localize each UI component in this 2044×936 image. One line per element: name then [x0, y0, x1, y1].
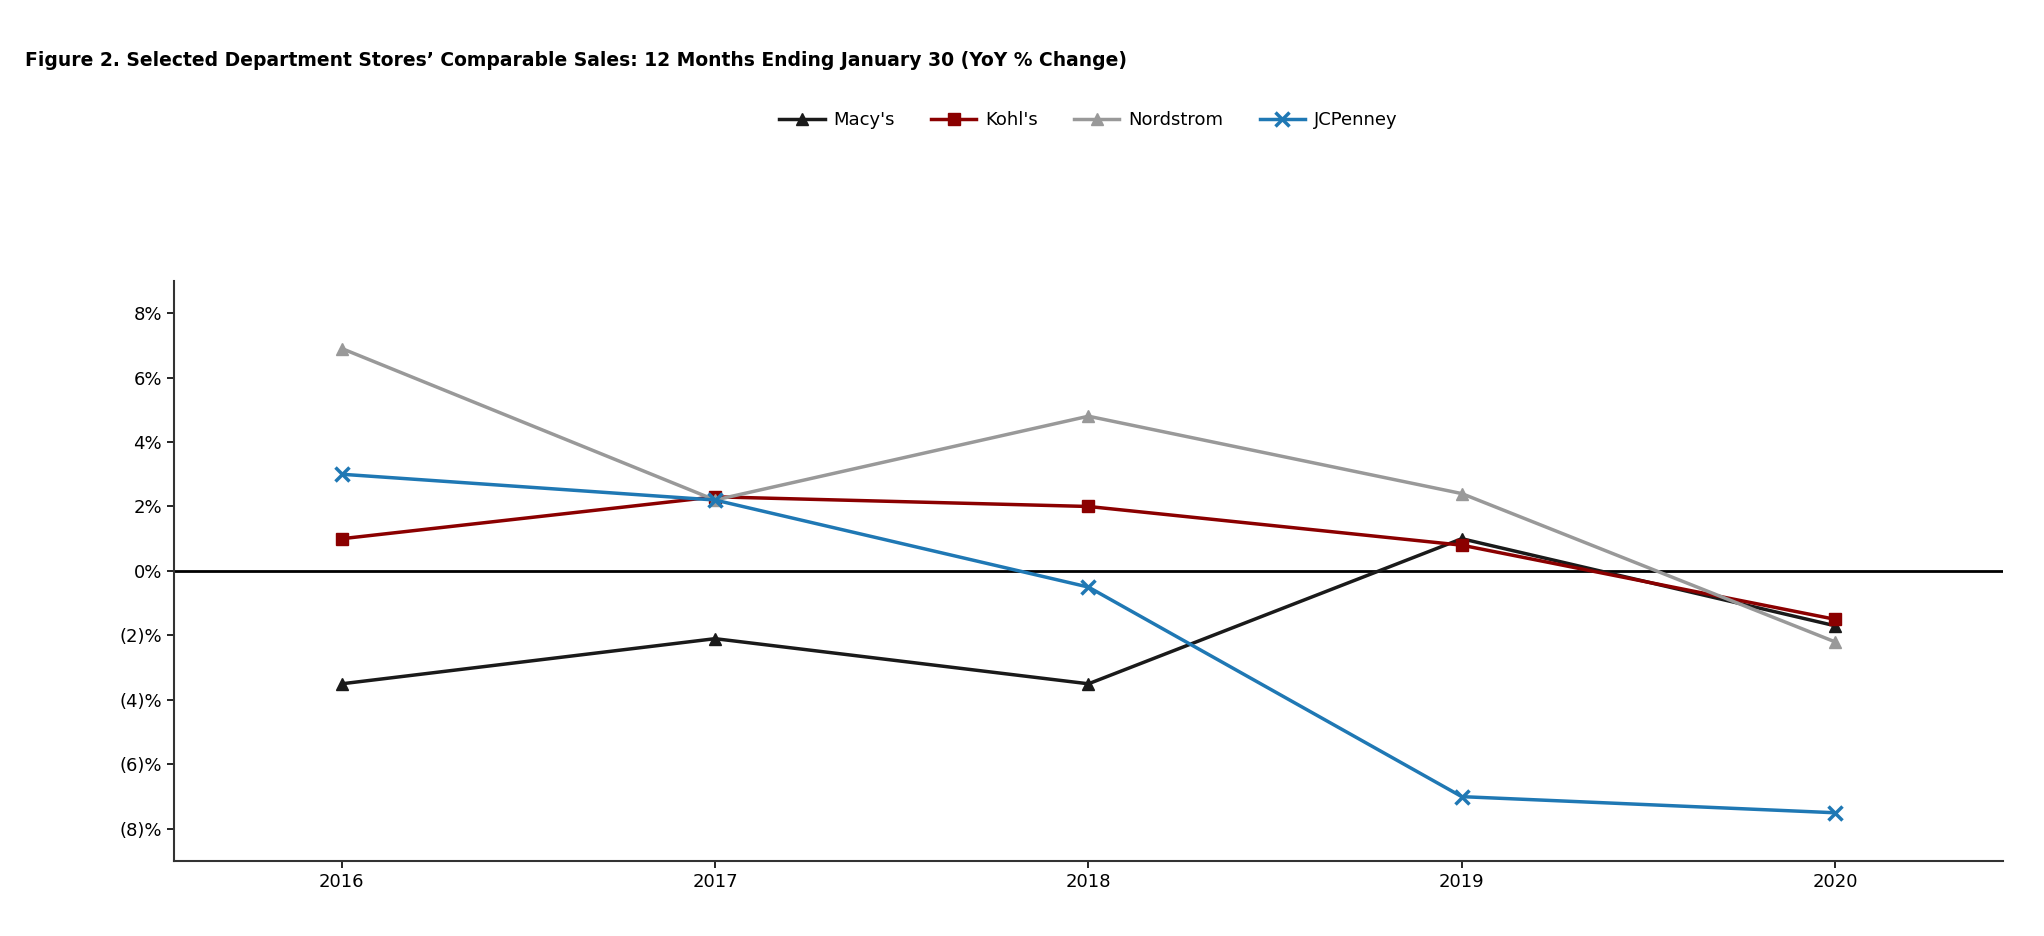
JCPenney: [1075, 581, 1100, 592]
Macy's: [1449, 534, 1474, 545]
JCPenney: [703, 494, 728, 505]
JCPenney: [1823, 807, 1848, 818]
JCPenney: [1449, 791, 1474, 802]
Line: Nordstrom: Nordstrom: [335, 343, 1842, 648]
Text: Figure 2. Selected Department Stores’ Comparable Sales: 12 Months Ending January: Figure 2. Selected Department Stores’ Co…: [25, 51, 1126, 70]
Kohl's: [1823, 614, 1848, 625]
Line: Kohl's: Kohl's: [335, 490, 1842, 625]
Legend: Macy's, Kohl's, Nordstrom, JCPenney: Macy's, Kohl's, Nordstrom, JCPenney: [773, 104, 1404, 137]
Nordstrom: [1823, 636, 1848, 648]
Kohl's: [329, 534, 354, 545]
Line: JCPenney: JCPenney: [335, 467, 1842, 820]
Macy's: [329, 679, 354, 690]
Kohl's: [1075, 501, 1100, 512]
Kohl's: [1449, 539, 1474, 550]
Nordstrom: [1075, 411, 1100, 422]
Nordstrom: [1449, 488, 1474, 499]
JCPenney: [329, 469, 354, 480]
Nordstrom: [329, 343, 354, 354]
Macy's: [1075, 679, 1100, 690]
Macy's: [1823, 621, 1848, 632]
Macy's: [703, 633, 728, 644]
Line: Macy's: Macy's: [335, 533, 1842, 690]
Kohl's: [703, 491, 728, 503]
Nordstrom: [703, 494, 728, 505]
